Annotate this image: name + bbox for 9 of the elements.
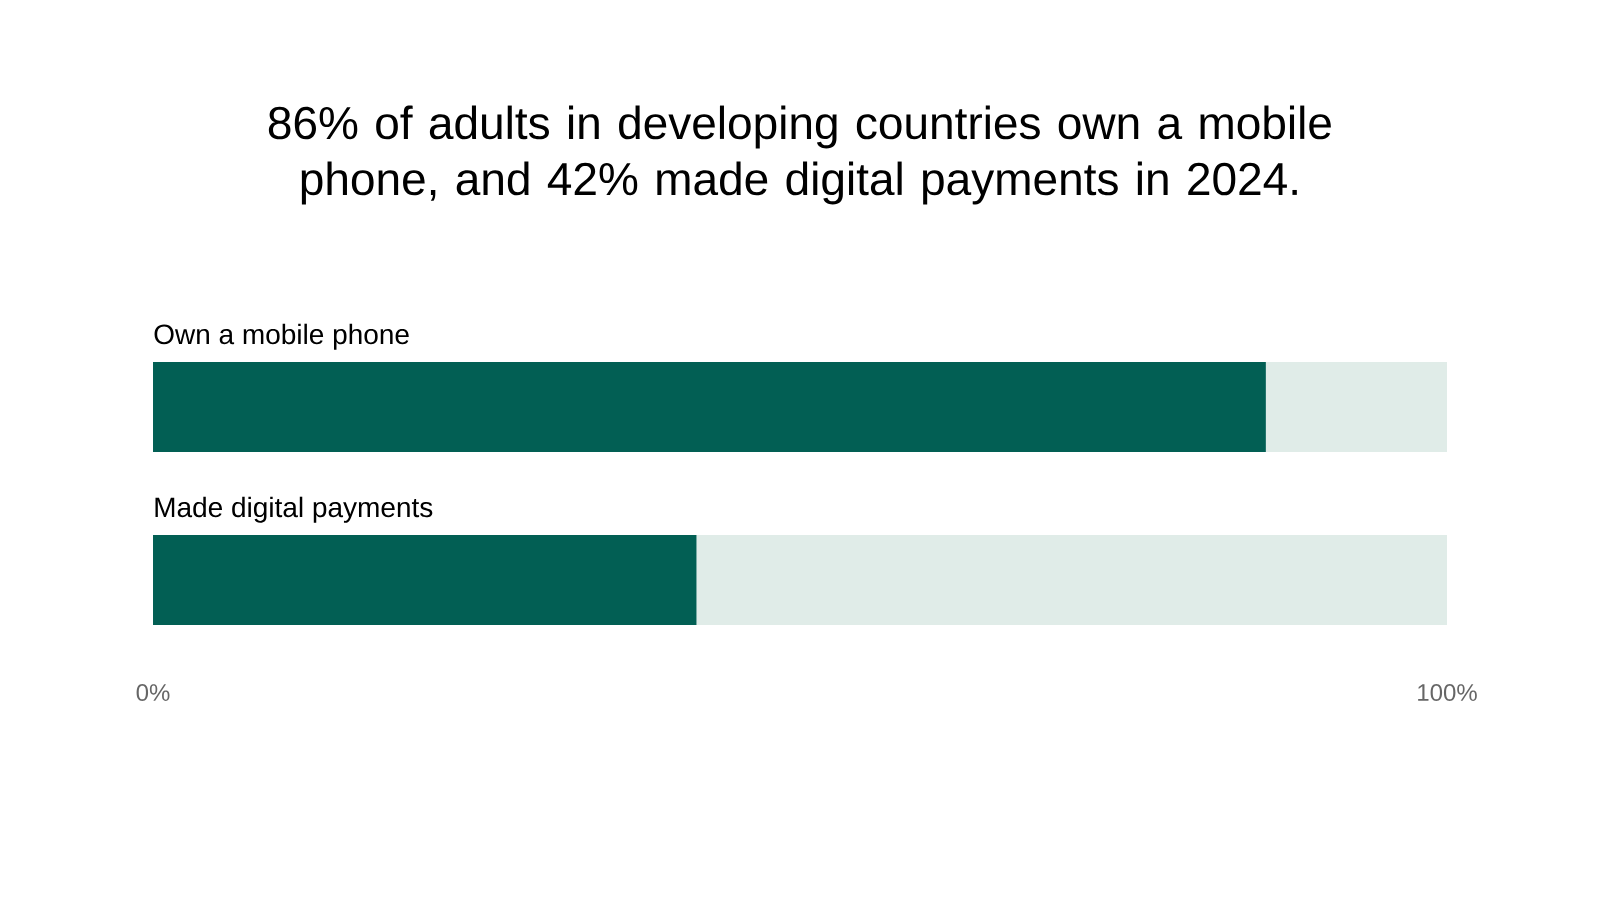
y-tick-label: Own a mobile phone — [154, 323, 409, 350]
bar — [153, 535, 697, 625]
chart-title: 86% of adults in developing countries own a mobile phone, and 42% made digital payments in 2024. — [268, 105, 1331, 205]
bar — [153, 362, 1266, 452]
y-tick-label: Made digital payments — [155, 496, 433, 523]
bar — [696, 535, 1448, 625]
x-tick-label: 100% — [1418, 684, 1477, 702]
x-tick-label: 0% — [136, 684, 170, 702]
bar — [1265, 362, 1448, 452]
